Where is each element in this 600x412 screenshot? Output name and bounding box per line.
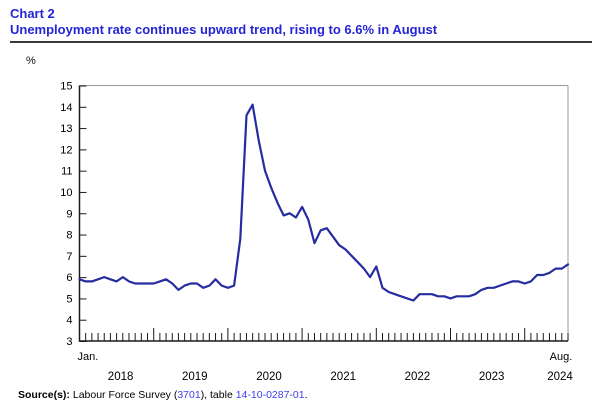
y-axis-tick-label: 4	[66, 315, 72, 327]
y-axis-tick-label: 8	[66, 230, 72, 242]
title-divider-rule	[10, 41, 592, 43]
chart-number-label: Chart 2	[10, 6, 55, 21]
y-axis-unit-label: %	[26, 55, 36, 67]
x-axis-year-label: 2018	[108, 371, 134, 383]
x-axis-year-label: 2019	[182, 371, 208, 383]
x-axis-year-label: 2022	[405, 371, 431, 383]
y-axis-tick-label: 9	[66, 208, 72, 220]
source-text: Labour Force Survey (	[69, 389, 178, 401]
x-axis-last-month-label: Aug.	[550, 351, 573, 363]
source-note: Source(s): Labour Force Survey (3701), t…	[18, 389, 308, 401]
y-axis-tick-label: 12	[60, 144, 72, 156]
y-axis-tick-label: 3	[66, 336, 72, 348]
source-table-link[interactable]: 14-10-0287-01	[235, 389, 305, 401]
y-axis-tick-label: 10	[60, 187, 72, 199]
x-axis-year-label: 2023	[479, 371, 505, 383]
y-axis-tick-label: 15	[60, 81, 72, 93]
y-axis-tick-label: 5	[66, 293, 72, 305]
chart-title: Unemployment rate continues upward trend…	[10, 22, 438, 37]
y-axis-tick-label: 6	[66, 272, 72, 284]
y-axis-tick-label: 11	[61, 166, 72, 178]
source-survey-link[interactable]: 3701	[177, 389, 201, 401]
source-text: ), table	[200, 389, 236, 401]
x-axis-first-month-label: Jan.	[78, 351, 99, 363]
x-axis-year-label: 2024	[547, 371, 573, 383]
x-axis-year-label: 2020	[256, 371, 282, 383]
x-axis-year-label: 2021	[330, 371, 356, 383]
unemployment-rate-trend-line	[78, 103, 570, 302]
y-axis-tick-label: 13	[60, 123, 72, 135]
y-axis-tick-label: 7	[66, 251, 72, 263]
source-text: .	[304, 389, 308, 401]
source-label: Source(s):	[18, 389, 70, 401]
y-axis-tick-label: 14	[60, 102, 72, 114]
